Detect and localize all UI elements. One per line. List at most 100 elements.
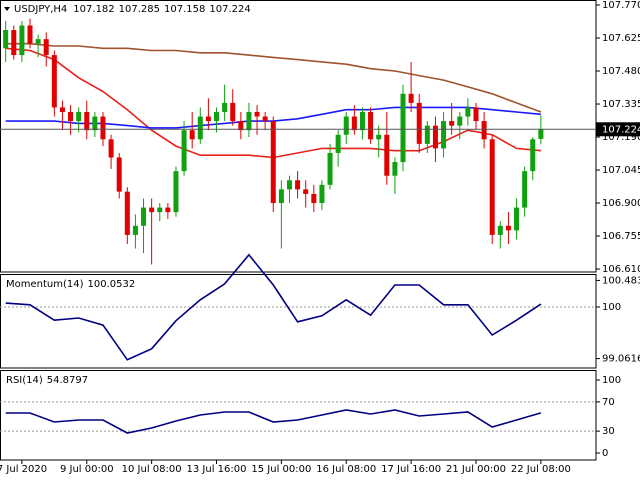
y-tick-label: 106.755 (602, 231, 640, 242)
indicator-line (5, 409, 542, 434)
y-tick-label: 0 (602, 448, 608, 459)
symbol: USDJPY,H4 (14, 4, 67, 15)
candle-body (246, 111, 252, 131)
candle-body (327, 152, 333, 185)
indicator-value: 100.0532 (88, 279, 136, 290)
x-tick-label: 9 Jul 00:00 (60, 464, 114, 475)
x-tick-label: 21 Jul 00:00 (446, 464, 506, 475)
candle-body (489, 139, 495, 235)
candle-body (457, 116, 463, 126)
indicator-name: Momentum(14) (6, 279, 84, 290)
candle-body (351, 116, 357, 131)
candle-body (522, 171, 528, 208)
y-tick-label: 100 (602, 375, 621, 386)
last-price-box (596, 122, 640, 137)
indicator-line (5, 253, 542, 361)
candle-body (238, 121, 244, 131)
candle-body (214, 111, 220, 122)
low-value: 107.158 (164, 4, 205, 15)
candle-body (205, 116, 211, 122)
candle-body (538, 129, 544, 139)
y-tick-label: 107.480 (602, 66, 640, 77)
candle-body (76, 111, 82, 122)
candle-body (505, 225, 511, 231)
x-tick-label: 10 Jul 08:00 (122, 464, 182, 475)
candle-body (303, 189, 309, 194)
candle-body (68, 111, 74, 122)
open-value: 107.182 (73, 4, 114, 15)
close-value: 107.224 (209, 4, 250, 15)
indicator-title: RSI(14) 54.8797 (6, 375, 88, 386)
candle-body (392, 162, 398, 176)
y-tick-label: 107.770 (602, 0, 640, 11)
candle-body (157, 207, 163, 213)
candle-body (286, 180, 292, 190)
x-tick-label: 15 Jul 00:00 (251, 464, 311, 475)
candle-body (124, 191, 130, 235)
candle-body (197, 116, 203, 140)
candle-body (59, 107, 65, 112)
y-tick-label: 107.190 (602, 132, 640, 143)
panel-frame (0, 370, 597, 461)
candle-body (530, 139, 536, 172)
indicator-value: 54.8797 (47, 375, 88, 386)
indicator-name: RSI(14) (6, 375, 43, 386)
candle-body (497, 225, 503, 235)
high-value: 107.285 (119, 4, 160, 15)
candle-body (319, 184, 325, 204)
y-tick-label: 100 (602, 302, 621, 313)
y-tick-label: 70 (602, 397, 615, 408)
candle-body (424, 125, 430, 144)
y-tick-label: 100.4836 (602, 275, 640, 286)
y-tick-label: 106.610 (602, 264, 640, 275)
candle-body (343, 116, 349, 135)
last-price-label: 107.224 (602, 124, 640, 135)
y-tick-label: 30 (602, 426, 615, 437)
x-tick-label: 13 Jul 16:00 (187, 464, 247, 475)
indicator-line (5, 42, 542, 113)
candle-body (449, 121, 455, 126)
candle-body (473, 107, 479, 122)
candle-body (368, 111, 374, 140)
candle-body (432, 125, 438, 149)
indicator-title: Momentum(14) 100.0532 (6, 279, 135, 290)
candle-body (254, 111, 260, 117)
candle-body (270, 121, 276, 204)
candle-body (295, 180, 301, 190)
candle-body (149, 207, 155, 213)
candle-body (116, 157, 122, 192)
panel-frame (0, 274, 597, 369)
candle-body (19, 25, 25, 56)
candle-body (84, 111, 90, 131)
candle-body (3, 30, 9, 49)
candle-body (43, 39, 49, 56)
x-tick-label: 7 Jul 2020 (0, 464, 47, 475)
candle-body (51, 55, 57, 108)
candle-body (278, 189, 284, 204)
candle-body (514, 207, 520, 231)
candle-body (173, 171, 179, 213)
header-icon (4, 7, 10, 11)
y-tick-label: 99.0616 (602, 354, 640, 365)
candle-body (262, 116, 268, 122)
candle-body (465, 107, 471, 117)
candle-body (408, 93, 414, 103)
candle-body (416, 102, 422, 144)
candle-body (141, 207, 147, 226)
candle-body (359, 111, 365, 131)
candle-body (481, 121, 487, 140)
header: USDJPY,H4 107.182 107.285 107.158 107.224 (14, 4, 251, 15)
candle-body (376, 134, 382, 140)
candle-body (222, 102, 228, 112)
candle-body (335, 134, 341, 153)
y-tick-label: 107.625 (602, 33, 640, 44)
x-tick-label: 16 Jul 08:00 (316, 464, 376, 475)
candle-body (181, 130, 187, 172)
candle-body (108, 139, 114, 158)
candle-body (189, 130, 195, 140)
candle-body (11, 30, 17, 56)
candle-body (311, 193, 317, 204)
candle-body (132, 225, 138, 235)
